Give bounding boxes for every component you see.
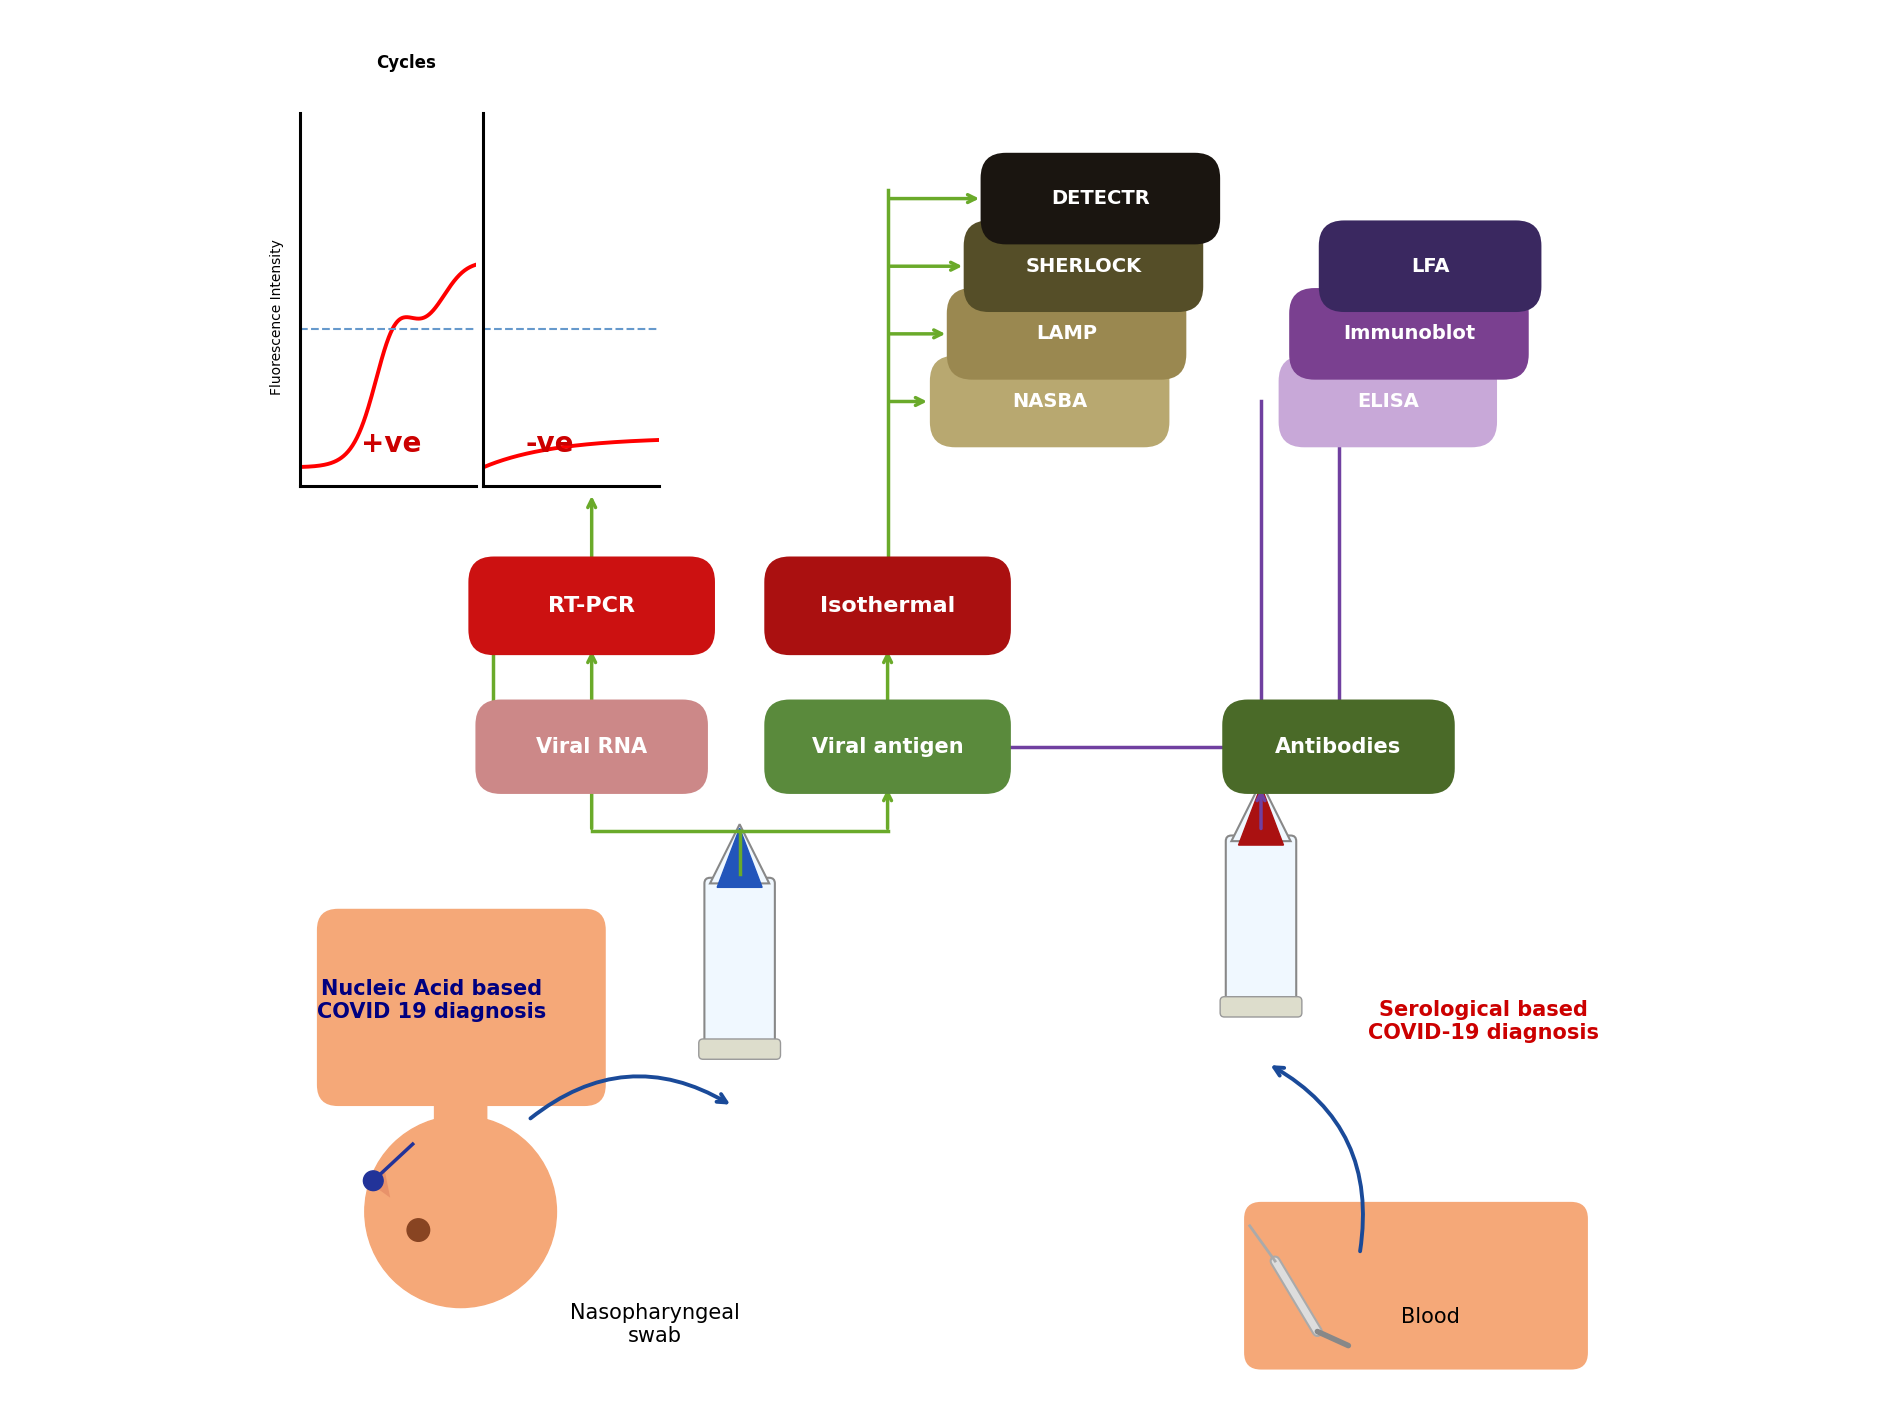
Text: Viral antigen: Viral antigen — [812, 737, 964, 757]
Text: Nasopharyngeal
swab: Nasopharyngeal swab — [571, 1303, 740, 1346]
Text: +ve: +ve — [361, 430, 422, 458]
FancyBboxPatch shape — [1223, 700, 1455, 794]
Text: DETECTR: DETECTR — [1052, 189, 1149, 208]
FancyBboxPatch shape — [930, 356, 1170, 447]
Text: Fluorescence Intensity: Fluorescence Intensity — [270, 239, 285, 396]
Text: ELISA: ELISA — [1356, 391, 1419, 411]
FancyBboxPatch shape — [765, 556, 1010, 655]
Text: SHERLOCK: SHERLOCK — [1025, 256, 1141, 276]
FancyBboxPatch shape — [434, 1064, 487, 1134]
Text: Antibodies: Antibodies — [1276, 737, 1402, 757]
Text: Nucleic Acid based
COVID 19 diagnosis: Nucleic Acid based COVID 19 diagnosis — [318, 979, 546, 1022]
Circle shape — [363, 1171, 382, 1191]
FancyBboxPatch shape — [1278, 356, 1497, 447]
Text: NASBA: NASBA — [1012, 391, 1088, 411]
FancyBboxPatch shape — [698, 1039, 780, 1059]
Text: Viral RNA: Viral RNA — [536, 737, 647, 757]
FancyBboxPatch shape — [476, 700, 708, 794]
Polygon shape — [1231, 783, 1291, 841]
FancyBboxPatch shape — [964, 221, 1204, 312]
Text: Immunoblot: Immunoblot — [1343, 324, 1476, 343]
Text: LAMP: LAMP — [1037, 324, 1097, 343]
FancyBboxPatch shape — [704, 878, 774, 1057]
Circle shape — [365, 1116, 557, 1308]
Circle shape — [407, 1218, 430, 1241]
FancyBboxPatch shape — [981, 152, 1221, 245]
Text: LFA: LFA — [1411, 256, 1449, 276]
FancyBboxPatch shape — [1318, 221, 1541, 312]
Text: Serological based
COVID-19 diagnosis: Serological based COVID-19 diagnosis — [1368, 1000, 1600, 1043]
FancyBboxPatch shape — [765, 700, 1010, 794]
Text: Blood: Blood — [1400, 1308, 1459, 1328]
Text: RT-PCR: RT-PCR — [548, 596, 635, 616]
Text: Cycles: Cycles — [377, 54, 436, 73]
Polygon shape — [371, 1170, 390, 1198]
FancyBboxPatch shape — [1225, 835, 1297, 1015]
FancyBboxPatch shape — [947, 287, 1187, 380]
Polygon shape — [1238, 785, 1284, 845]
FancyBboxPatch shape — [1221, 996, 1301, 1017]
FancyBboxPatch shape — [318, 909, 605, 1106]
FancyBboxPatch shape — [468, 556, 715, 655]
Polygon shape — [709, 824, 768, 884]
Text: -ve: -ve — [525, 430, 574, 458]
FancyBboxPatch shape — [1290, 287, 1529, 380]
Polygon shape — [717, 828, 763, 888]
Text: Isothermal: Isothermal — [820, 596, 955, 616]
FancyBboxPatch shape — [1244, 1202, 1588, 1369]
